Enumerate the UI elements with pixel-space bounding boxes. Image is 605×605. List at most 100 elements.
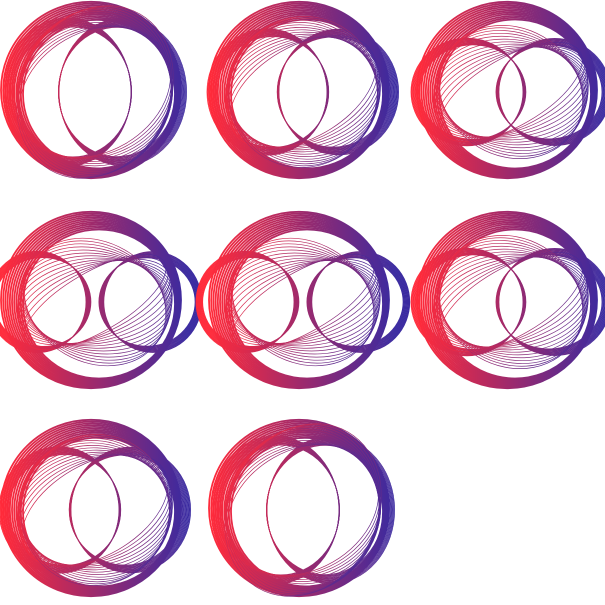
lattice-curve [230, 240, 376, 364]
lattice-curve [224, 440, 382, 580]
lattice-curve [20, 246, 170, 358]
lattice-curve [17, 454, 173, 566]
lattice-curve [19, 442, 171, 578]
lattice-curve [16, 5, 174, 179]
lattice-curve [435, 255, 587, 349]
lattice-curve [18, 454, 172, 566]
lattice-curve [437, 44, 585, 140]
lattice-curve [437, 240, 585, 364]
lattice-curve [439, 251, 583, 353]
lattice-curve [231, 237, 375, 367]
lattice-curve [18, 11, 172, 173]
lattice-curve [434, 38, 588, 146]
lattice-curve [226, 36, 380, 148]
lattice-curve [225, 31, 381, 153]
lattice-curve [226, 425, 380, 595]
pattern-3 [410, 0, 605, 180]
lattice-curve [227, 258, 379, 346]
outer-ring [22, 18, 176, 170]
inner-curve [306, 257, 404, 347]
outer-ring [230, 18, 384, 170]
lattice-curve [226, 27, 380, 157]
lattice-curve [225, 36, 381, 148]
inner-curve [98, 257, 196, 347]
lattice-curve [439, 25, 583, 159]
lattice-curve [17, 257, 173, 347]
lattice-curve [224, 423, 382, 597]
lattice-curve [20, 434, 170, 586]
pattern-1 [0, 0, 187, 180]
lattice-curve [19, 26, 171, 158]
lattice-curve [19, 454, 171, 566]
lattice-curve [439, 41, 583, 143]
lattice-curve [229, 256, 377, 348]
lattice-curve [17, 260, 173, 344]
lattice-curve [19, 440, 171, 580]
lattice-curve [19, 258, 171, 346]
lattice-curve [18, 252, 172, 352]
lattice-curve [227, 22, 379, 162]
lattice-curve [225, 255, 381, 349]
lattice-curve [225, 424, 381, 596]
lattice-curve [226, 252, 380, 352]
lattice-curve [225, 33, 381, 151]
lattice-curve [229, 35, 377, 149]
lattice-curve [231, 253, 375, 351]
lattice-curve [226, 429, 380, 591]
pattern-4 [0, 210, 203, 390]
inner-curve [221, 444, 340, 576]
lattice-curve [433, 41, 589, 143]
lattice-curve [227, 24, 379, 160]
lattice-curve [20, 437, 170, 583]
lattice-curve [433, 253, 589, 351]
lattice-curve [434, 256, 588, 348]
lattice-curve [433, 255, 589, 349]
lattice-curve [18, 445, 172, 575]
lattice-curve [17, 453, 173, 567]
lattice-curve [439, 235, 583, 369]
lattice-curve [225, 35, 381, 149]
lattice-curve [17, 6, 173, 178]
lattice-curve [21, 256, 169, 348]
lattice-curve [17, 451, 173, 569]
lattice-curve [17, 255, 173, 349]
pattern-8 [208, 418, 395, 598]
lattice-curve [227, 444, 379, 576]
lattice-curve [229, 243, 377, 361]
lattice-curve [21, 453, 169, 567]
lattice-curve [225, 259, 381, 345]
lattice-curve [18, 7, 172, 177]
lattice-curve [225, 29, 381, 155]
lattice-curve [433, 43, 589, 141]
lattice-curve [16, 22, 174, 162]
lattice-curve [433, 45, 589, 139]
inner-curve [265, 444, 384, 575]
lattice-curve [23, 237, 167, 367]
lattice-curve [433, 256, 589, 348]
lattice-curve [435, 245, 587, 359]
lattice-curve [434, 46, 588, 138]
lattice-curve [227, 36, 379, 148]
lattice-curve [436, 242, 586, 362]
pattern-2 [206, 0, 400, 180]
lattice-curve [22, 240, 168, 364]
lattice-curve [17, 447, 173, 573]
lattice-curve [228, 16, 378, 168]
lattice-curve [438, 27, 584, 157]
lattice-curve [437, 254, 585, 350]
lattice-curve [226, 259, 380, 345]
lattice-curve [435, 45, 587, 139]
lattice-curve [435, 35, 587, 149]
inner-curve [13, 26, 132, 158]
lattice-curve [20, 435, 170, 585]
lattice-curve [18, 9, 172, 175]
lattice-curve [228, 19, 378, 165]
pattern-6 [410, 210, 605, 390]
lattice-curve [438, 237, 584, 367]
lattice-curve [228, 17, 378, 167]
lattice-curve [434, 248, 588, 356]
lattice-curve [225, 257, 381, 347]
lattice-curve [19, 249, 171, 355]
lattice-curve [437, 30, 585, 154]
